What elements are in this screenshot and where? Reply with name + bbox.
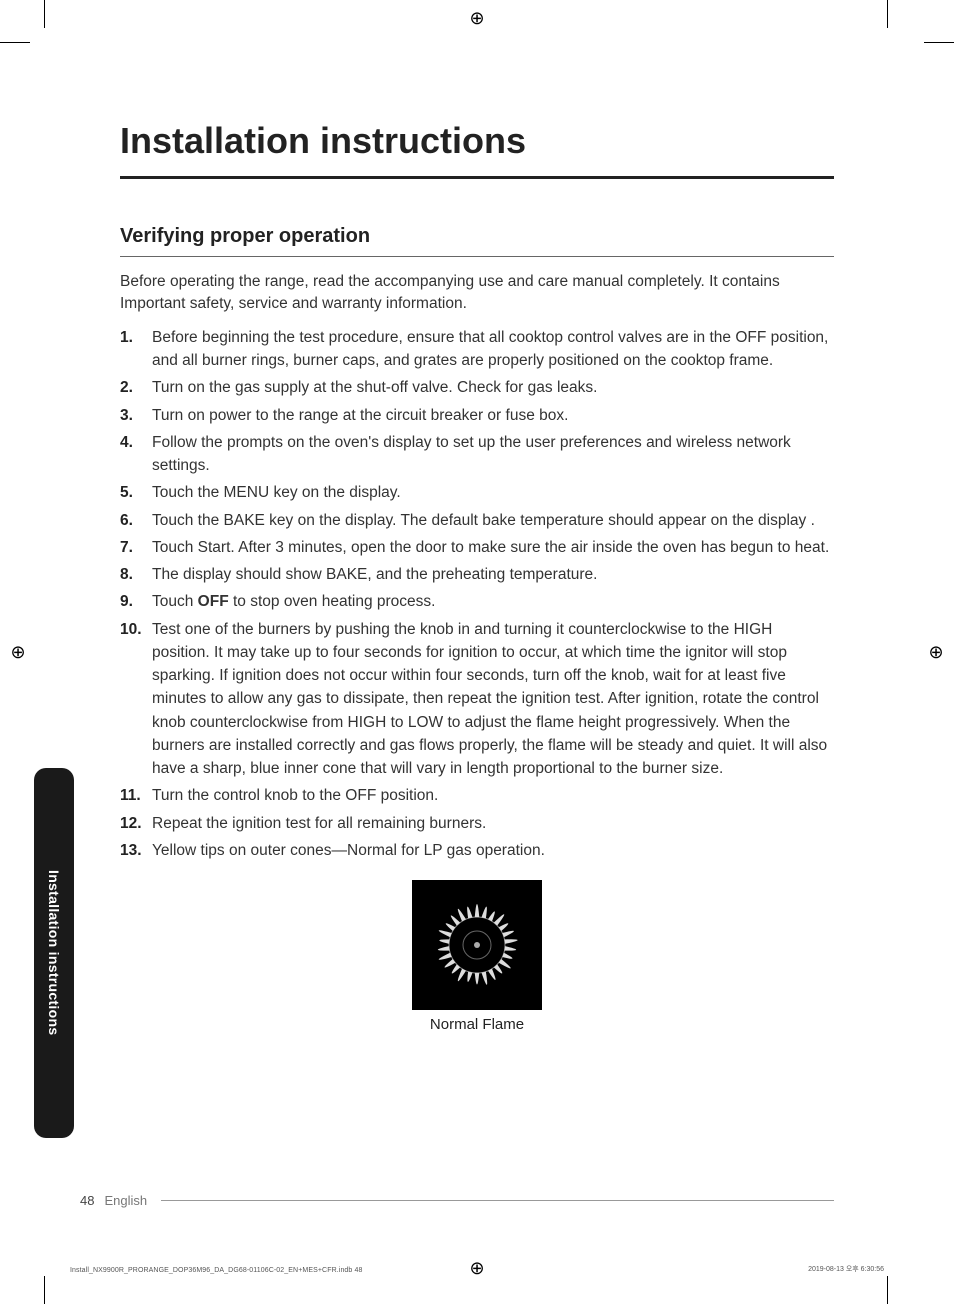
- step-item: Before beginning the test procedure, ens…: [120, 326, 834, 373]
- step-item: Touch OFF to stop oven heating process.: [120, 590, 834, 613]
- step-item: Turn the control knob to the OFF positio…: [120, 784, 834, 807]
- registration-mark-icon: ⊕: [926, 642, 946, 662]
- step-item: Touch the BAKE key on the display. The d…: [120, 509, 834, 532]
- crop-mark: [44, 1276, 45, 1304]
- footer-language: English: [104, 1193, 147, 1208]
- crop-mark: [44, 0, 45, 28]
- registration-mark-icon: ⊕: [467, 8, 487, 28]
- step-text: to stop oven heating process.: [229, 593, 436, 610]
- section-tab-label: Installation instructions: [46, 870, 62, 1035]
- step-item: Turn on power to the range at the circui…: [120, 404, 834, 427]
- footer-rule: [161, 1200, 834, 1201]
- page-content: Installation instructions Verifying prop…: [120, 120, 834, 1033]
- crop-mark: [887, 1276, 888, 1304]
- page-title: Installation instructions: [120, 120, 834, 179]
- step-item: Yellow tips on outer cones—Normal for LP…: [120, 839, 834, 862]
- registration-mark-icon: ⊕: [8, 642, 28, 662]
- section-tab: Installation instructions: [34, 768, 74, 1138]
- step-item: Follow the prompts on the oven's display…: [120, 431, 834, 478]
- step-item: Repeat the ignition test for all remaini…: [120, 812, 834, 835]
- step-text: Touch: [152, 593, 198, 610]
- steps-list: Before beginning the test procedure, ens…: [120, 326, 834, 862]
- figure: Normal Flame: [120, 880, 834, 1033]
- crop-mark: [887, 0, 888, 28]
- step-item: Turn on the gas supply at the shut-off v…: [120, 376, 834, 399]
- burner-flame-icon: [412, 880, 542, 1010]
- step-item: Touch Start. After 3 minutes, open the d…: [120, 536, 834, 559]
- step-item: The display should show BAKE, and the pr…: [120, 563, 834, 586]
- imprint-timestamp: 2019-08-13 오후 6:30:56: [808, 1264, 884, 1274]
- imprint-filename: Install_NX9900R_PRORANGE_DOP36M96_DA_DG6…: [70, 1267, 362, 1274]
- figure-caption: Normal Flame: [120, 1016, 834, 1033]
- section-heading: Verifying proper operation: [120, 225, 834, 257]
- step-text-bold: OFF: [198, 593, 229, 610]
- intro-paragraph: Before operating the range, read the acc…: [120, 271, 834, 316]
- step-item: Test one of the burners by pushing the k…: [120, 618, 834, 781]
- crop-mark: [0, 42, 30, 43]
- page-footer: 48 English: [80, 1193, 834, 1208]
- crop-mark: [924, 42, 954, 43]
- registration-mark-icon: ⊕: [467, 1258, 487, 1278]
- page-number: 48: [80, 1193, 94, 1208]
- step-item: Touch the MENU key on the display.: [120, 481, 834, 504]
